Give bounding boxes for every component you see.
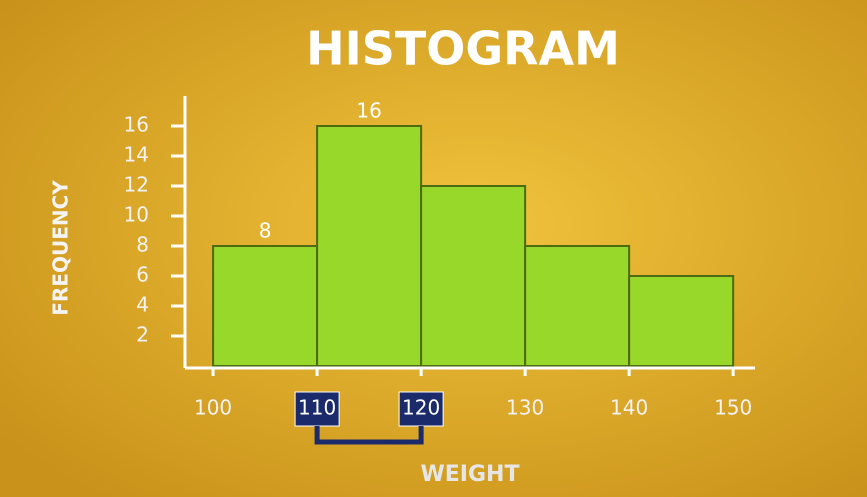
x-tick-label: 140 — [610, 396, 648, 420]
x-tick-label: 150 — [714, 396, 752, 420]
y-tick-label: 4 — [136, 293, 149, 317]
chart-title: HISTOGRAM — [306, 22, 620, 76]
y-tick-label: 16 — [124, 113, 149, 137]
bracket — [314, 426, 424, 445]
y-tick-label: 6 — [136, 263, 149, 287]
bar — [420, 185, 527, 367]
x-tick-label: 110 — [298, 396, 336, 420]
y-tick-label: 14 — [124, 143, 149, 167]
x-tick-label: 130 — [506, 396, 544, 420]
x-axis-label: WEIGHT — [421, 462, 520, 487]
data-label: 16 — [356, 99, 381, 123]
y-tick-label: 2 — [136, 323, 149, 347]
x-tick-label: 100 — [194, 396, 232, 420]
bar — [212, 245, 319, 367]
bar — [628, 275, 735, 367]
y-tick-label: 12 — [124, 173, 149, 197]
data-label: 8 — [259, 219, 272, 243]
bar — [524, 245, 631, 367]
bar — [316, 125, 423, 367]
y-axis-label: FREQUENCY — [49, 180, 73, 316]
y-tick-label: 8 — [136, 233, 149, 257]
tick-highlight — [294, 391, 340, 427]
x-tick-label: 120 — [402, 396, 440, 420]
y-tick-label: 10 — [124, 203, 149, 227]
